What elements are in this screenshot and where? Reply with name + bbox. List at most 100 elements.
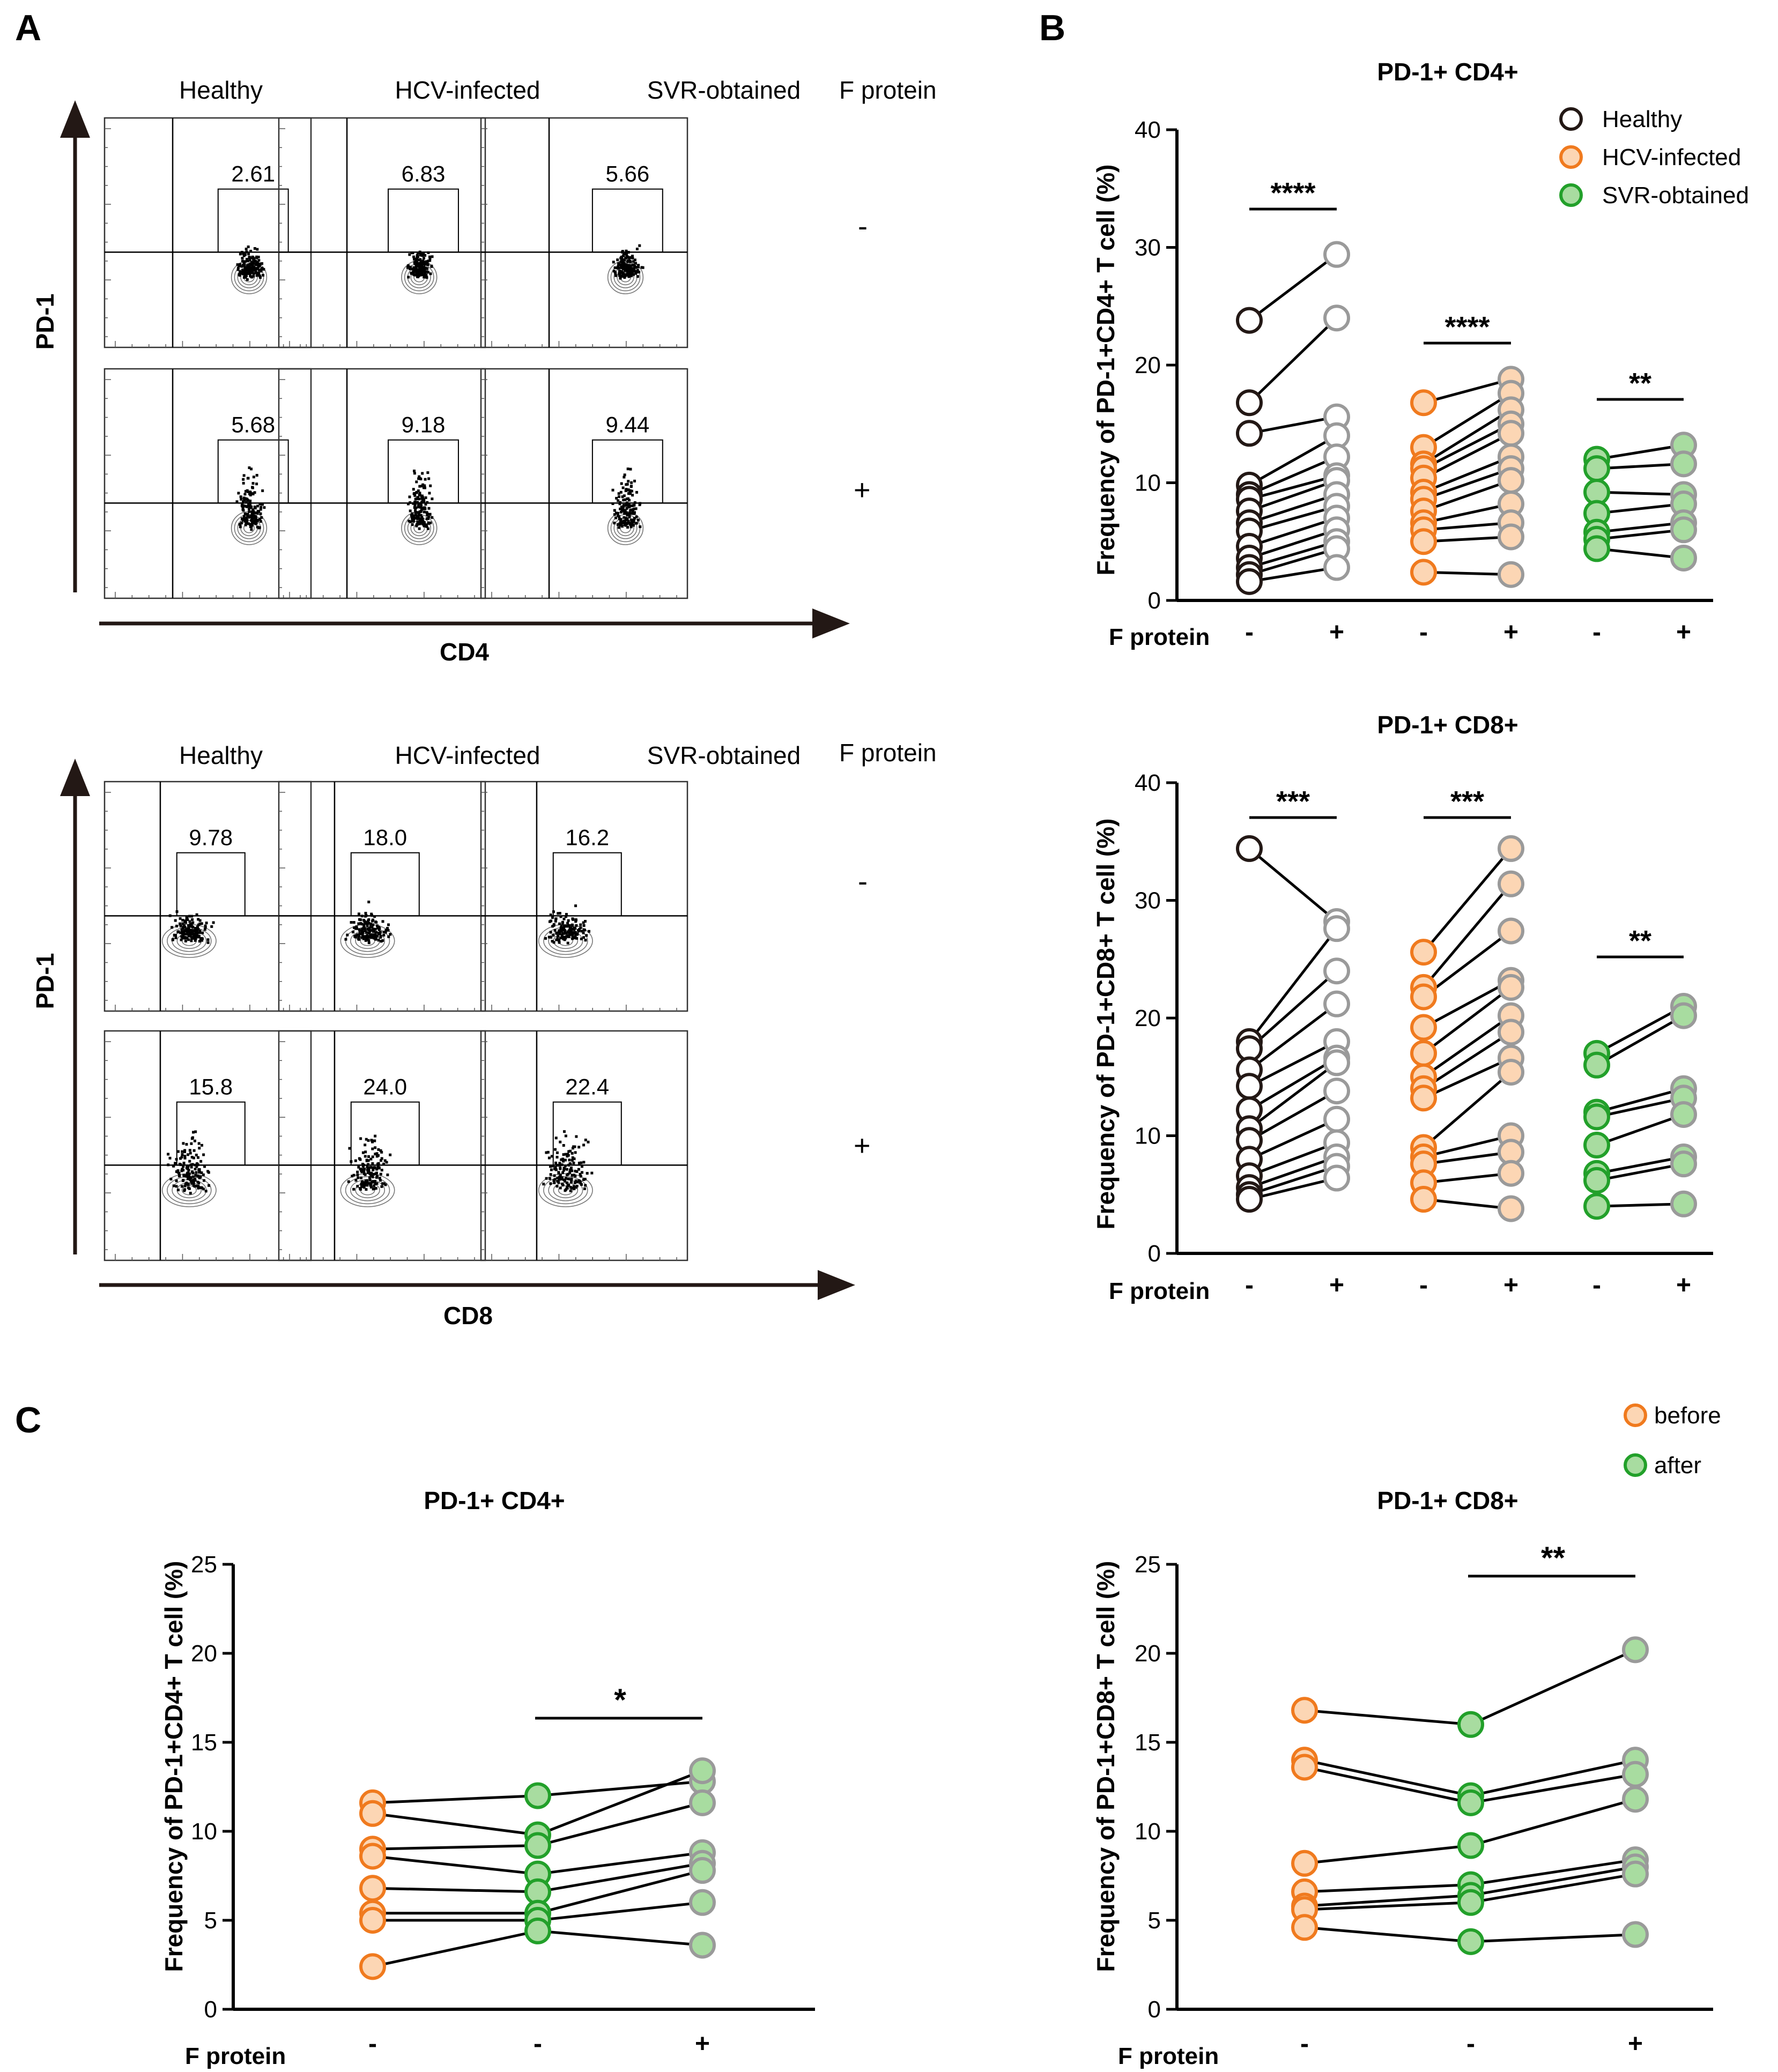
event-dot	[250, 510, 254, 514]
event-dot	[198, 1186, 201, 1190]
event-dot	[202, 1153, 205, 1156]
gate-frequency: 2.61	[231, 161, 275, 187]
col-title-healthy: Healthy	[179, 76, 263, 104]
pair-line	[1304, 1901, 1471, 1911]
event-dot	[628, 260, 632, 263]
event-dot	[365, 935, 368, 939]
event-dot	[611, 488, 614, 492]
event-dot	[558, 1164, 561, 1167]
pair-line	[1596, 1087, 1684, 1114]
event-dot	[567, 1150, 571, 1153]
event-dot	[428, 255, 431, 258]
plot-frame	[278, 117, 486, 348]
significance-stars: ***	[1276, 785, 1310, 818]
event-dot	[616, 511, 619, 515]
y-tick-label: 40	[1135, 117, 1161, 143]
plot-frame	[103, 781, 312, 1012]
event-dot	[369, 1182, 372, 1185]
pair-line	[1423, 409, 1512, 465]
event-dot	[423, 276, 426, 279]
event-dot	[419, 514, 423, 517]
event-dot	[194, 1130, 197, 1133]
event-dot	[366, 1171, 369, 1174]
event-dot	[371, 918, 374, 922]
pair-line	[1249, 1155, 1337, 1189]
event-dot	[248, 265, 251, 269]
event-dot	[559, 1167, 562, 1170]
event-dot	[559, 1186, 562, 1190]
event-dot	[622, 266, 625, 269]
event-dot	[261, 489, 264, 492]
event-dot	[353, 926, 356, 930]
point-after	[524, 1782, 551, 1809]
row-sign-minus: -	[858, 210, 868, 242]
event-dot	[623, 476, 626, 479]
event-dot	[177, 1172, 181, 1175]
event-dot	[612, 261, 615, 264]
event-dot	[625, 257, 628, 260]
event-dot	[240, 250, 243, 254]
event-dot	[406, 502, 410, 506]
event-dot	[628, 515, 631, 518]
event-dot	[560, 924, 563, 927]
event-dot	[411, 516, 414, 519]
event-dot	[622, 499, 625, 502]
significance-stars: ***	[1450, 785, 1484, 818]
event-dot	[417, 269, 420, 272]
event-dot	[567, 1177, 570, 1180]
event-dot	[580, 937, 583, 940]
event-dot	[251, 482, 255, 485]
event-dot	[411, 523, 414, 526]
pair-line	[1423, 1014, 1512, 1078]
event-dot	[258, 262, 262, 265]
event-dot	[204, 924, 207, 927]
event-dot	[416, 496, 419, 499]
event-dot	[631, 494, 634, 497]
pair-line	[1423, 883, 1512, 989]
event-dot	[373, 934, 376, 937]
event-dot	[558, 922, 561, 925]
x-tick-label: -	[1245, 1271, 1254, 1299]
event-dot	[579, 1175, 582, 1178]
event-dot	[635, 491, 639, 494]
flow-plot: 5.68	[103, 368, 312, 599]
event-dot	[190, 1182, 193, 1185]
event-dot	[636, 518, 640, 522]
event-dot	[420, 497, 424, 500]
event-dot	[417, 515, 420, 518]
event-dot	[176, 1189, 180, 1192]
event-dot	[617, 262, 620, 265]
legend-marker-hcv	[1559, 145, 1583, 169]
event-dot	[362, 927, 366, 930]
legend-marker-healthy	[1559, 107, 1583, 131]
point-before	[1583, 1132, 1610, 1159]
pair-line	[1304, 1758, 1471, 1798]
pair-line	[1249, 474, 1337, 501]
event-dot	[623, 516, 626, 519]
event-dot	[423, 498, 426, 501]
event-dot	[238, 523, 241, 526]
event-dot	[624, 519, 627, 523]
event-dot	[182, 1165, 185, 1168]
event-dot	[241, 506, 245, 509]
event-dot	[573, 1145, 576, 1148]
event-dot	[423, 270, 426, 273]
event-dot	[367, 900, 371, 903]
event-dot	[614, 516, 617, 519]
event-dot	[411, 268, 414, 271]
pair-line	[1423, 521, 1512, 531]
event-dot	[562, 1144, 565, 1147]
col-title-svr: SVR-obtained	[647, 741, 801, 769]
event-dot	[550, 919, 553, 923]
point-after	[1498, 1195, 1524, 1222]
event-dot	[259, 508, 262, 511]
y-axis-label: Frequency of PD-1+CD4+ T cell (%)	[1092, 165, 1120, 576]
event-dot	[415, 268, 418, 271]
event-dot	[427, 477, 431, 480]
event-dot	[197, 923, 200, 926]
event-dot	[181, 922, 184, 925]
event-dot	[414, 514, 417, 517]
event-dot	[633, 479, 636, 482]
event-dot	[427, 521, 430, 524]
event-dot	[250, 276, 254, 279]
